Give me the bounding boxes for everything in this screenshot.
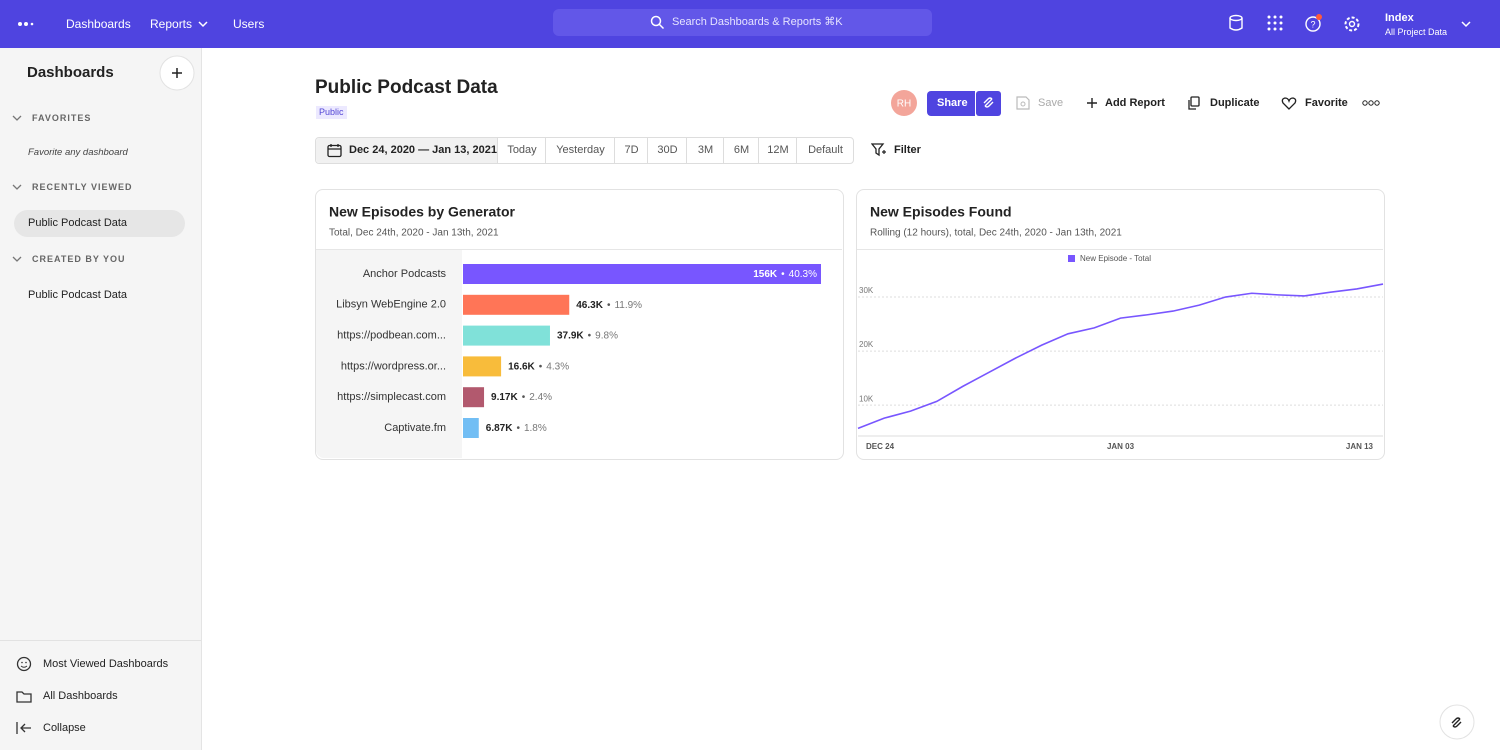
percent: 9.8% <box>595 330 618 341</box>
value: 6.87K <box>486 423 513 434</box>
chart-title: New Episodes by Generator <box>329 204 515 220</box>
chart-subtitle: Total, Dec 24th, 2020 - Jan 13th, 2021 <box>329 228 499 239</box>
line <box>858 284 1383 428</box>
separator: • <box>539 361 543 372</box>
value: 37.9K <box>557 330 584 341</box>
chart-title: New Episodes Found <box>870 204 1012 220</box>
percent: 2.4% <box>529 392 552 403</box>
percent: 4.3% <box>546 361 569 372</box>
bar-label: https://podbean.com... <box>337 330 446 342</box>
x-tick-label: JAN 03 <box>1107 442 1135 451</box>
legend-label: New Episode - Total <box>1080 254 1151 263</box>
y-tick-label: 10K <box>859 394 874 403</box>
value: 46.3K <box>576 299 603 310</box>
bar <box>463 356 501 376</box>
help-fab[interactable] <box>1438 703 1476 741</box>
separator: • <box>522 392 526 403</box>
bar-label: https://wordpress.or... <box>341 360 446 372</box>
value: 9.17K <box>491 392 518 403</box>
value: 16.6K <box>508 361 535 372</box>
y-tick-label: 20K <box>859 340 874 349</box>
percent: 40.3% <box>789 269 817 280</box>
legend-swatch <box>1068 255 1075 262</box>
bar-label: https://simplecast.com <box>337 391 446 403</box>
bar-label: Libsyn WebEngine 2.0 <box>336 299 446 311</box>
bar <box>463 387 484 407</box>
bar-label: Captivate.fm <box>384 422 446 434</box>
y-tick-label: 30K <box>859 286 874 295</box>
bar <box>463 418 479 438</box>
bar-label: Anchor Podcasts <box>363 268 447 280</box>
separator: • <box>516 423 520 434</box>
value-label: 6.87K• 1.8% <box>486 423 547 434</box>
bar <box>463 326 550 346</box>
value-label: 46.3K •11.9% <box>576 299 642 310</box>
x-tick-label: JAN 13 <box>1346 442 1374 451</box>
separator: • <box>588 330 592 341</box>
bar <box>463 295 569 315</box>
separator: • <box>781 269 785 280</box>
separator: • <box>607 299 611 310</box>
percent: 11.9% <box>614 299 642 310</box>
value-label: 16.6K •4.3% <box>508 361 569 372</box>
x-tick-label: DEC 24 <box>866 442 895 451</box>
chart-subtitle: Rolling (12 hours), total, Dec 24th, 202… <box>870 228 1122 239</box>
value-label: 9.17K •2.4% <box>491 392 552 403</box>
value-label: 37.9K •9.8% <box>557 330 618 341</box>
percent: 1.8% <box>524 423 547 434</box>
value: 156K <box>753 269 778 280</box>
